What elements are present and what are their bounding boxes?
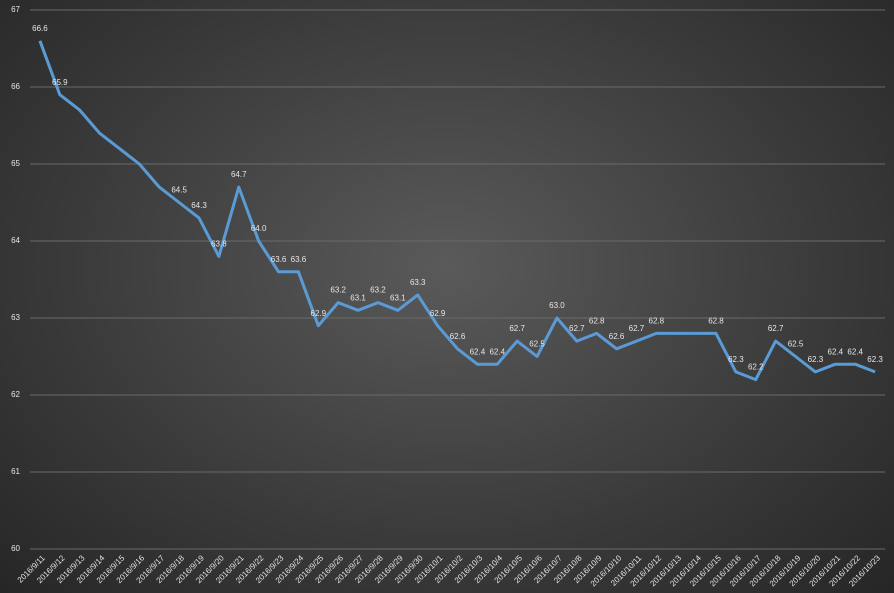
data-label: 63.6 xyxy=(291,255,307,264)
data-label: 62.5 xyxy=(788,340,804,349)
data-label: 62.3 xyxy=(867,355,883,364)
data-label: 62.9 xyxy=(430,309,446,318)
data-label: 63.1 xyxy=(390,293,406,302)
data-label: 63.8 xyxy=(211,240,227,249)
y-tick-label: 61 xyxy=(11,467,20,476)
y-tick-label: 67 xyxy=(11,5,20,14)
data-label: 65.9 xyxy=(52,78,68,87)
data-label: 62.7 xyxy=(768,324,784,333)
y-tick-label: 66 xyxy=(11,82,20,91)
data-label: 63.6 xyxy=(271,255,287,264)
data-line xyxy=(38,40,876,382)
data-label: 64.0 xyxy=(251,224,267,233)
data-label: 62.3 xyxy=(808,355,824,364)
y-tick-label: 64 xyxy=(11,236,20,245)
data-label: 62.4 xyxy=(847,347,863,356)
data-label: 62.3 xyxy=(728,355,744,364)
data-label: 63.0 xyxy=(549,301,565,310)
data-label: 63.3 xyxy=(410,278,426,287)
data-label: 64.7 xyxy=(231,170,247,179)
data-label: 63.2 xyxy=(330,286,346,295)
data-label: 63.1 xyxy=(350,293,366,302)
data-label: 62.7 xyxy=(569,324,585,333)
data-label: 66.6 xyxy=(32,24,48,33)
data-label: 62.4 xyxy=(470,347,486,356)
data-label: 62.6 xyxy=(450,332,466,341)
data-label: 63.2 xyxy=(370,286,386,295)
data-label: 62.8 xyxy=(589,317,605,326)
data-label: 62.7 xyxy=(629,324,645,333)
data-label: 62.5 xyxy=(529,340,545,349)
y-tick-label: 63 xyxy=(11,313,20,322)
data-label: 62.6 xyxy=(609,332,625,341)
y-tick-label: 62 xyxy=(11,390,20,399)
data-label: 62.9 xyxy=(311,309,327,318)
data-label: 62.8 xyxy=(708,317,724,326)
data-label: 62.2 xyxy=(748,363,764,372)
y-tick-label: 65 xyxy=(11,159,20,168)
y-tick-label: 60 xyxy=(11,544,20,553)
data-label: 64.3 xyxy=(191,201,207,210)
data-label: 62.4 xyxy=(828,347,844,356)
data-label: 64.5 xyxy=(171,186,187,195)
data-label: 62.7 xyxy=(509,324,525,333)
data-label: 62.4 xyxy=(489,347,505,356)
data-label: 62.8 xyxy=(649,317,665,326)
